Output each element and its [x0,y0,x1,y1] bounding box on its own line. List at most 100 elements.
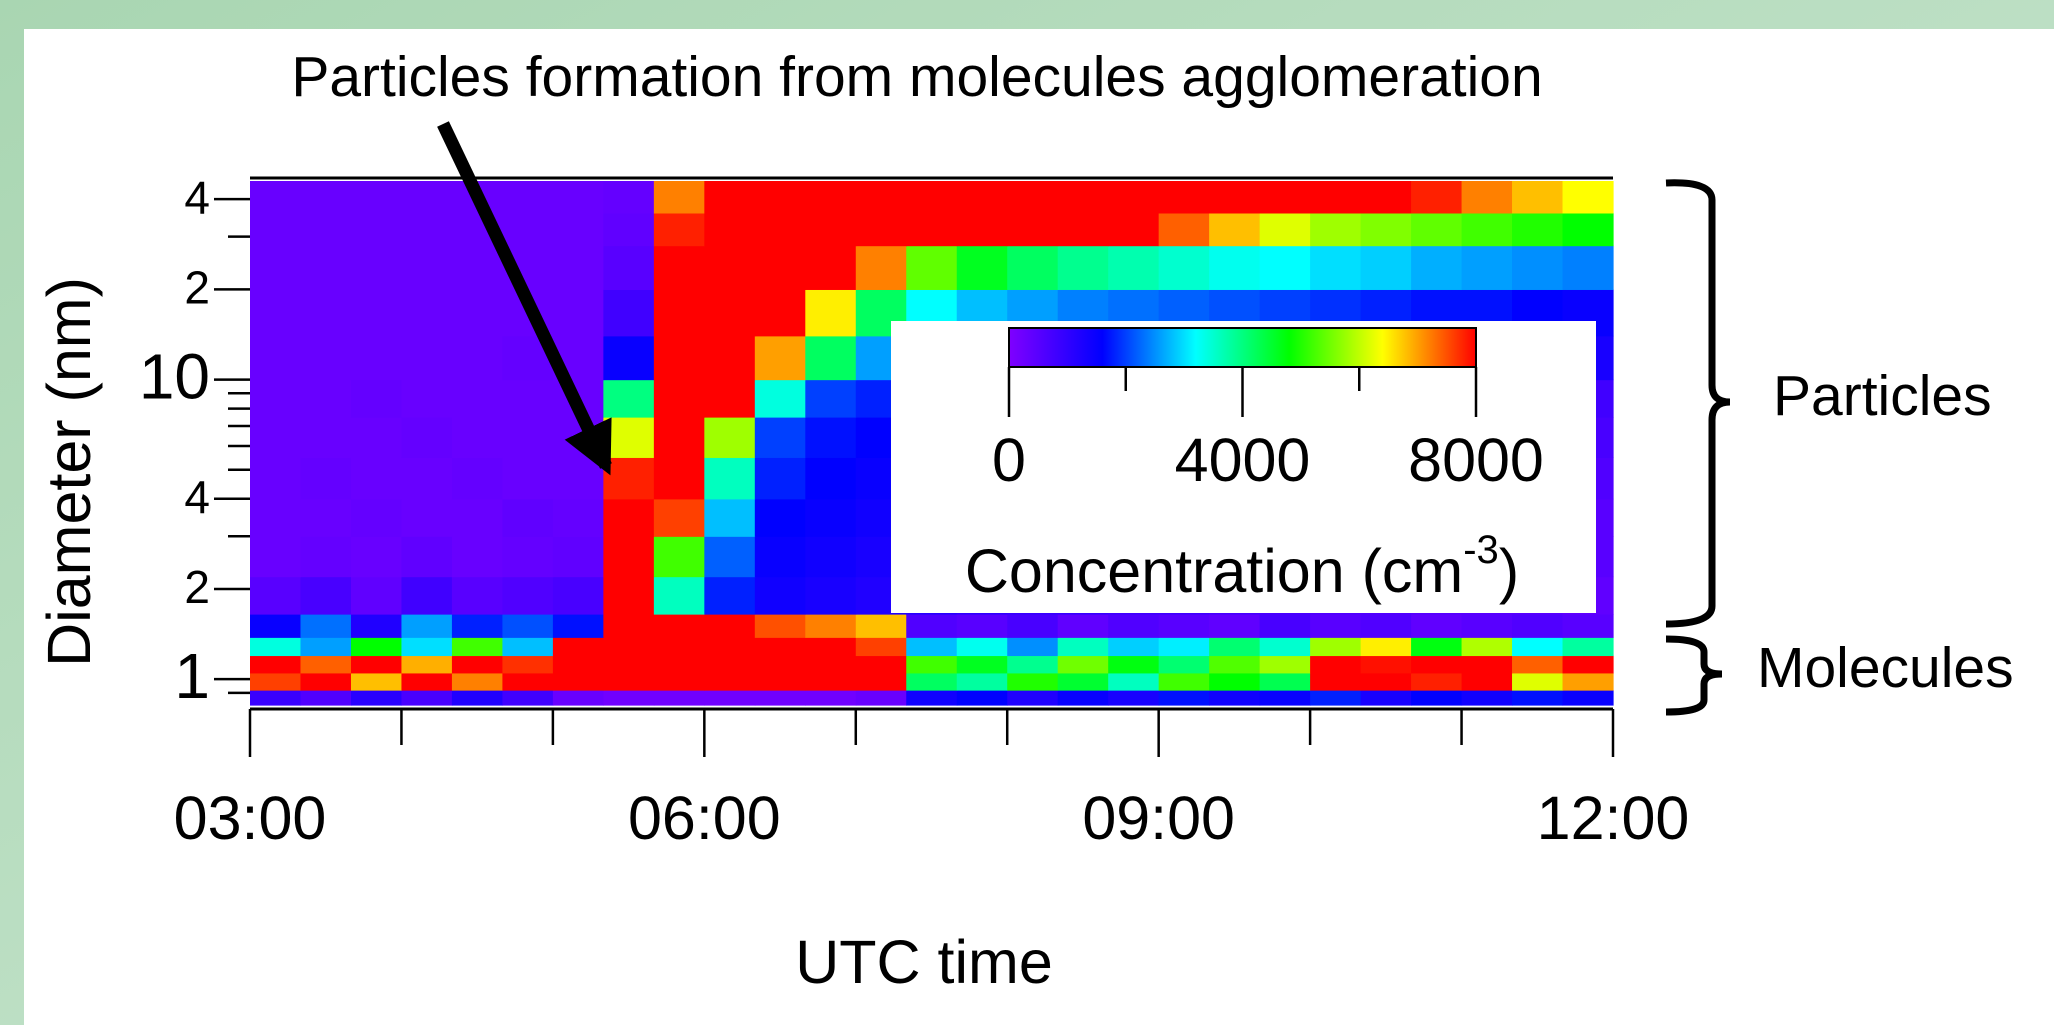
heatmap-cell [1259,181,1311,214]
heatmap-cell [1461,690,1513,706]
heatmap-cell [1562,690,1614,706]
heatmap-cell [603,637,655,657]
y-axis-label: Diameter (nm) [35,277,103,667]
heatmap-cell [1108,672,1160,691]
heatmap-cell [1562,181,1614,214]
heatmap-cell [502,614,554,638]
annotation: Particles formation from molecules agglo… [291,45,1542,109]
heatmap-cell [603,212,655,247]
heatmap-cell [502,672,554,691]
heatmap-cell [1108,245,1160,290]
x-axis-label: UTC time [795,928,1053,996]
heatmap-cell [451,637,504,657]
heatmap-cell [805,614,857,638]
heatmap-cell [250,672,302,691]
heatmap-cell [1259,245,1311,290]
heatmap-cell [401,498,453,537]
heatmap-cell [1209,637,1261,657]
heatmap-cell [1512,672,1564,691]
heatmap-cell [502,379,554,418]
heatmap-cell [250,335,302,381]
heatmap-cell [603,690,655,706]
heatmap-cell [350,536,403,578]
heatmap-cell [906,245,958,290]
heatmap-cell [906,181,958,214]
heatmap-cell [805,335,857,381]
heatmap-cell [451,417,504,458]
heatmap-cell [805,637,857,657]
heatmap-cell [1209,181,1261,214]
heatmap-cell [1360,672,1412,691]
heatmap-cell [451,379,504,418]
heatmap-cell [603,417,655,458]
heatmap-cell [552,181,604,214]
heatmap-cell [350,690,403,706]
heatmap-cell [350,417,403,458]
heatmap-cell [250,614,302,638]
heatmap-cell [1512,614,1564,638]
heatmap-cell [1310,614,1362,638]
heatmap-cell [300,379,352,418]
heatmap-cell [653,335,705,381]
heatmap-cell [250,212,302,247]
heatmap-cell [1512,212,1564,247]
heatmap-cell [956,637,1008,657]
heatmap-cell [1007,637,1059,657]
heatmap-cell [502,212,554,247]
heatmap-cell [956,181,1008,214]
heatmap-cell [1108,655,1160,674]
heatmap-cell [451,672,504,691]
heatmap-cell [350,498,403,537]
heatmap-cell [603,536,655,578]
heatmap-cell [805,498,857,537]
particles-bracket [1665,179,1731,628]
heatmap-cell [1512,637,1564,657]
heatmap-cell [603,181,655,214]
heatmap-cell [1310,672,1362,691]
heatmap-cell [704,289,756,337]
heatmap-cell [451,245,504,290]
heatmap-cell [1259,690,1311,706]
heatmap-cell [401,289,453,337]
heatmap-cell [1562,212,1614,247]
heatmap-cell [805,672,857,691]
heatmap-cell [1108,637,1160,657]
heatmap-cell [653,245,705,290]
heatmap-cell [1411,637,1463,657]
heatmap-cell [250,498,302,537]
heatmap-cell [1360,245,1412,290]
heatmap-cell [956,672,1008,691]
heatmap-cell [956,655,1008,674]
heatmap-cell [1007,212,1059,247]
colorbar-label-sup: -3 [1463,528,1499,572]
heatmap-cell [1461,181,1513,214]
heatmap-cell [300,457,352,500]
heatmap-cell [956,690,1008,706]
heatmap-cell [401,576,453,615]
heatmap-cell [300,690,352,706]
heatmap-cell [350,576,403,615]
y-tick-label: 10 [139,340,210,412]
heatmap-cell [300,576,352,615]
heatmap-cell [1007,245,1059,290]
heatmap-cell [1108,690,1160,706]
heatmap-cell [855,614,907,638]
heatmap-cell [1461,637,1513,657]
heatmap-cell [552,498,604,537]
heatmap-cell [250,181,302,214]
heatmap-cell [401,212,453,247]
heatmap-cell [1259,637,1311,657]
heatmap-cell [805,181,857,214]
heatmap-cell [1310,655,1362,674]
heatmap-cell [906,672,958,691]
colorbar-inset: Concentration (cm-3) 0 4000 8000 [891,321,1596,613]
y-tick-label: 2 [184,262,210,314]
heatmap-cell [350,672,403,691]
heatmap-cell [451,457,504,500]
colorbar-tick-label: 0 [992,426,1026,494]
heatmap-cell [1209,690,1261,706]
heatmap-cell [1562,672,1614,691]
heatmap-cell [1461,672,1513,691]
heatmap-cell [1512,245,1564,290]
heatmap-cell [704,672,756,691]
